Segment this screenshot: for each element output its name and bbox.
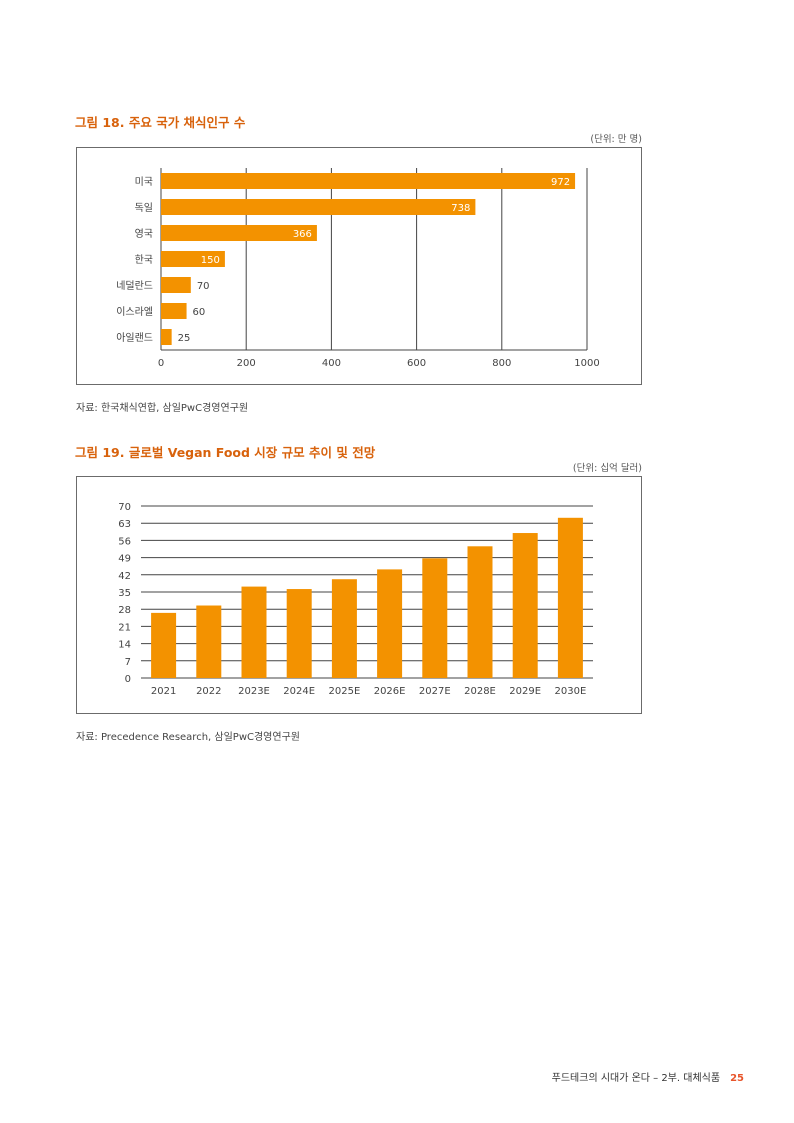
figure19-source: 자료: Precedence Research, 삼일PwC경영연구원 (76, 732, 300, 743)
page-number: 25 (730, 1073, 744, 1084)
data-label: 150 (201, 255, 220, 266)
x-category-label: 2026E (374, 686, 406, 697)
bar (161, 225, 317, 241)
bar (151, 612, 177, 678)
y-tick-label: 49 (118, 554, 131, 565)
y-category-label: 이스라엘 (116, 305, 153, 318)
y-category-label: 미국 (135, 176, 153, 188)
x-tick-label: 0 (158, 358, 164, 369)
page-footer: 푸드테크의 시대가 온다 – 2부. 대체식품 25 (552, 1069, 744, 1084)
y-category-label: 한국 (135, 254, 153, 266)
data-label: 70 (197, 281, 210, 292)
figure18-source: 자료: 한국채식연합, 삼일PwC경영연구원 (76, 403, 249, 414)
footer-text: 푸드테크의 시대가 온다 – 2부. 대체식품 (551, 1073, 721, 1084)
bar (241, 586, 267, 678)
y-category-label: 영국 (135, 228, 153, 240)
data-label: 366 (293, 229, 312, 240)
y-category-label: 아일랜드 (116, 332, 153, 344)
x-tick-label: 600 (407, 358, 426, 369)
y-tick-label: 56 (118, 536, 131, 547)
figure18-unit: (단위: 만 명) (590, 134, 642, 145)
bar (422, 558, 448, 678)
bar (512, 533, 538, 678)
bar (557, 517, 583, 678)
x-category-label: 2025E (329, 686, 361, 697)
figure19-unit: (단위: 십억 달러) (572, 463, 642, 474)
x-category-label: 2030E (555, 686, 587, 697)
bar (467, 546, 493, 678)
bar (161, 173, 576, 189)
bar (161, 277, 191, 293)
x-category-label: 2023E (238, 686, 270, 697)
x-category-label: 2028E (464, 686, 496, 697)
y-category-label: 독일 (135, 202, 153, 214)
bar (377, 569, 403, 678)
x-tick-label: 1000 (574, 358, 599, 369)
bar (161, 251, 225, 267)
x-category-label: 2024E (283, 686, 315, 697)
x-category-label: 2021 (151, 686, 176, 697)
x-category-label: 2022 (196, 686, 221, 697)
bar (161, 303, 187, 319)
bar (196, 605, 222, 678)
figure19-title: 그림 19. 글로벌 Vegan Food 시장 규모 추이 및 전망 (75, 445, 376, 460)
bar (331, 579, 357, 678)
figure18-chart: 0 200 400 600 800 1000 미국 972 독일 738 영국 366 한국 150 네덜란… (116, 168, 600, 369)
y-tick-label: 28 (118, 605, 131, 616)
y-tick-label: 7 (125, 657, 131, 668)
y-tick-label: 42 (118, 571, 131, 582)
data-label: 972 (551, 177, 570, 188)
bar (161, 329, 172, 345)
y-category-label: 네덜란드 (116, 280, 153, 292)
x-tick-label: 400 (322, 358, 341, 369)
y-tick-label: 0 (125, 674, 131, 685)
figure18-chart-box: 0 200 400 600 800 1000 미국 972 독일 738 영국 366 한국 150 네덜란… (76, 147, 642, 385)
y-tick-label: 35 (118, 588, 131, 599)
figure19-chart: 0 7 14 21 28 35 42 49 56 63 70 2021 2022 2023E 2024E 20… (118, 502, 593, 697)
y-tick-label: 14 (118, 640, 131, 651)
x-tick-label: 200 (237, 358, 256, 369)
figure19-chart-box: 0 7 14 21 28 35 42 49 56 63 70 2021 2022 2023E 2024E 20… (76, 476, 642, 714)
y-tick-label: 63 (118, 519, 131, 530)
x-category-label: 2029E (509, 686, 541, 697)
x-category-label: 2027E (419, 686, 451, 697)
data-label: 60 (193, 307, 206, 318)
x-tick-label: 800 (492, 358, 511, 369)
y-tick-label: 70 (118, 502, 131, 513)
data-label: 25 (178, 333, 191, 344)
figure18-title: 그림 18. 주요 국가 채식인구 수 (75, 115, 246, 130)
y-tick-label: 21 (118, 622, 131, 633)
bar (161, 199, 476, 215)
bar (286, 589, 312, 678)
data-label: 738 (451, 203, 470, 214)
